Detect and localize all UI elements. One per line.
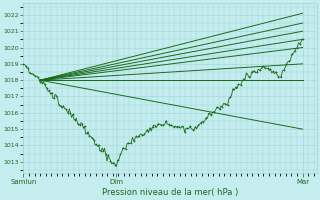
- X-axis label: Pression niveau de la mer( hPa ): Pression niveau de la mer( hPa ): [102, 188, 238, 197]
